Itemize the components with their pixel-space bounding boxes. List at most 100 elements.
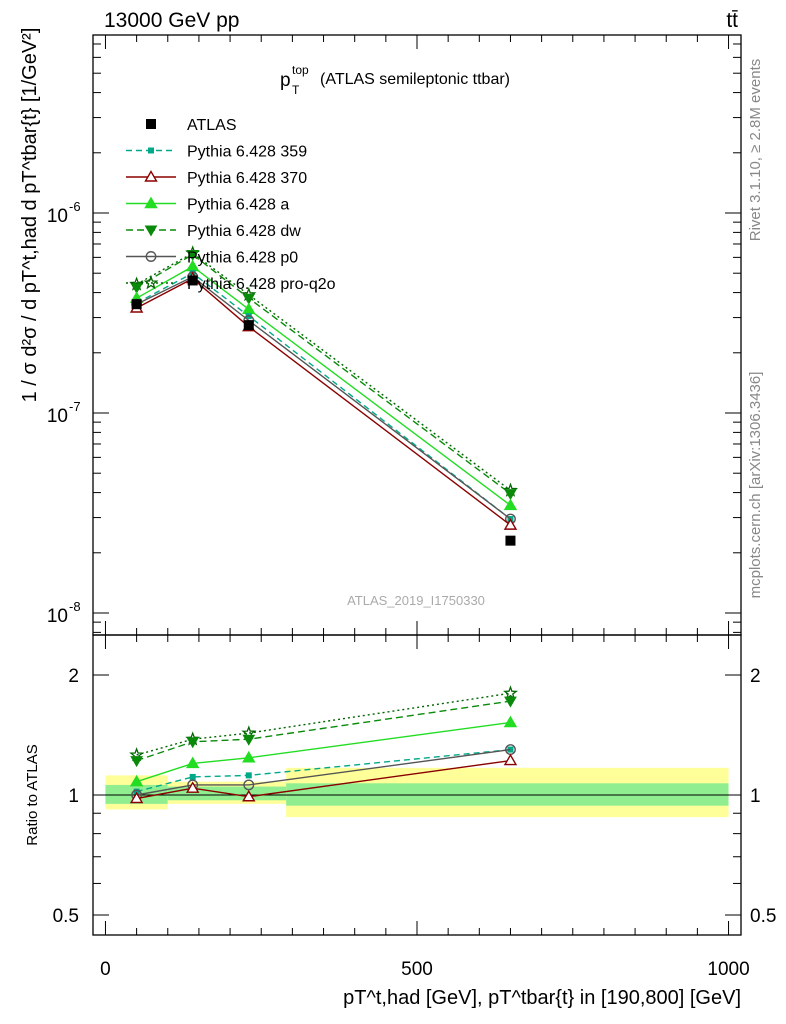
channel-label: tt̄ (726, 9, 738, 32)
main-y-tick-label: 10 -7 (47, 399, 81, 427)
mcplots-label: mcplots.cern.ch [arXiv:1306.3436] (747, 372, 764, 599)
series-data (131, 275, 516, 546)
point-data (243, 320, 254, 331)
legend-label: Pythia 6.428 dw (187, 223, 301, 240)
x-tick-label: 1000 (707, 959, 749, 980)
ratio-point-pdw (242, 734, 256, 746)
svg-text:10: 10 (47, 406, 68, 427)
series-pp0 (131, 271, 516, 525)
legend-item-pa: Pythia 6.428 a (126, 197, 289, 214)
point-pdw (186, 250, 200, 262)
point-pdw (242, 293, 256, 305)
legend-label: Pythia 6.428 a (187, 197, 289, 214)
title-main: p (280, 70, 291, 91)
svg-text:-7: -7 (69, 399, 81, 414)
main-y-tick-label: 10 -6 (47, 199, 81, 227)
point-pdw (504, 489, 517, 501)
point-pa (242, 302, 256, 314)
legend-marker (146, 119, 156, 129)
series-pa (129, 259, 518, 511)
legend-label: Pythia 6.428 p0 (187, 250, 298, 267)
ratio-line-p359 (136, 748, 511, 793)
ratio-series-pa (129, 715, 518, 787)
series-line-p370 (136, 277, 511, 526)
ratio-y-tick-label-left: 0.5 (53, 906, 79, 927)
ratio-line-pa (136, 721, 511, 783)
legend-marker (148, 147, 154, 154)
ratio-point-pdw (504, 696, 517, 708)
series-line-p359 (136, 272, 511, 520)
ratio-point-pa (129, 774, 144, 787)
series-line-pdw (136, 253, 511, 495)
ratio-x-tick-labels: 0 500 1000 (100, 959, 750, 980)
ratio-y-tick-label-right: 2 (750, 666, 761, 687)
legend-marker (144, 196, 158, 209)
main-y-axis-label: 1 / σ d²σ / d pT^t,had d pT^tbar{t} [1/G… (19, 28, 41, 403)
svg-text:10: 10 (47, 606, 68, 627)
ratio-point-p359 (189, 773, 196, 780)
ratio-point-pa (242, 750, 256, 763)
legend-marker (145, 251, 157, 262)
x-tick-label: 0 (100, 959, 111, 980)
svg-text:10: 10 (47, 206, 68, 227)
legend-label: Pythia 6.428 359 (187, 144, 307, 161)
main-y-tick-label: 10 -8 (47, 599, 81, 627)
ratio-point-p370 (242, 789, 256, 802)
ratio-y-tick-label-left: 2 (68, 666, 79, 687)
legend-label: Pythia 6.428 370 (187, 170, 307, 187)
legend-item-p359: Pythia 6.428 359 (126, 144, 307, 161)
ratio-point-pdw (130, 756, 143, 768)
ratio-point-p370 (129, 791, 144, 804)
ratio-point-pp0 (243, 779, 255, 791)
legend-item-pp0: Pythia 6.428 p0 (126, 250, 298, 267)
band-inner (286, 783, 729, 806)
point-data (131, 299, 142, 310)
main-y-tick-labels: 10-610-710-8 (47, 199, 81, 627)
ratio-point-p370 (185, 781, 200, 793)
ratio-point-p370 (503, 753, 518, 766)
ratio-y-tick-label-right: 1 (750, 786, 761, 807)
legend-label: ATLAS (187, 117, 237, 134)
title-rest: (ATLAS semileptonic ttbar) (320, 71, 510, 88)
ratio-series-group (129, 685, 519, 804)
legend-item-pproq2o: Pythia 6.428 pro-q2o (126, 275, 336, 293)
legend-marker (143, 275, 159, 290)
ratio-line-pp0 (136, 748, 511, 796)
rivet-label: Rivet 3.1.10, ≥ 2.8M events (747, 59, 764, 242)
series-p370 (129, 271, 518, 530)
ratio-y-tick-labels: 2 2 1 1 0.5 0.5 (53, 666, 777, 927)
point-data (505, 535, 516, 546)
point-p370 (503, 518, 518, 530)
title-sub: T (292, 83, 300, 97)
ratio-point-p359 (133, 788, 140, 795)
ratio-point-pdw (186, 737, 200, 749)
legend-label: Pythia 6.428 pro-q2o (187, 276, 336, 293)
ratio-line-pproq2o (136, 692, 511, 756)
ratio-y-tick-label-left: 1 (68, 786, 79, 807)
ratio-series-pdw (130, 696, 517, 768)
legend-marker (144, 225, 158, 237)
series-pdw (130, 250, 517, 501)
legend-item-data: ATLAS (146, 117, 237, 134)
svg-text:-8: -8 (69, 599, 81, 614)
point-data (187, 275, 198, 286)
legend-item-p370: Pythia 6.428 370 (126, 170, 307, 187)
ratio-line-pdw (136, 700, 511, 762)
ratio-series-p370 (129, 753, 518, 804)
svg-text:-6: -6 (69, 199, 81, 214)
ratio-uncertainty-bands (105, 767, 729, 818)
ratio-line-p370 (136, 759, 511, 800)
legend-item-pdw: Pythia 6.428 dw (126, 223, 301, 240)
ratio-point-pa (185, 756, 200, 769)
ratio-point-pproq2o (503, 685, 519, 700)
ratio-point-pa (503, 715, 518, 728)
title-sup: top (292, 63, 309, 77)
main-axis-ticks (93, 35, 741, 635)
x-tick-label: 500 (401, 959, 433, 980)
series-line-pp0 (136, 275, 511, 520)
series-line-pa (136, 265, 511, 506)
main-series-group (129, 245, 519, 546)
chart-title: p T top (ATLAS semileptonic ttbar) (280, 63, 510, 97)
x-axis-label: pT^t,had [GeV], pT^tbar{t} in [190,800] … (343, 987, 741, 1009)
